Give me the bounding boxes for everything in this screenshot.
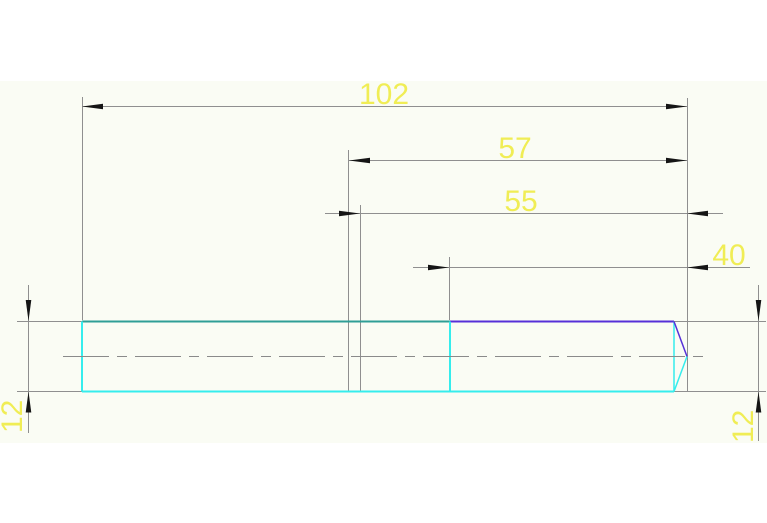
dimension-12-left: 12 [0,285,32,433]
dimension-text-102: 102 [359,78,409,111]
drawing-background-band [0,81,767,443]
arrowhead-40-left [428,264,449,271]
dimension-text-57: 57 [498,132,531,165]
part-outline [81,320,688,393]
dimension-text-12-left: 12 [0,400,29,433]
arrowhead-40-right [687,264,708,271]
arrowhead-57-left [349,157,370,164]
dimension-text-40: 40 [712,239,745,272]
arrowhead-102-left [82,103,103,110]
dimension-55: 55 [325,185,723,218]
arrowhead-12-right-top [755,300,762,321]
dimension-text-55: 55 [504,185,537,218]
arrowhead-57-right [666,157,687,164]
arrowhead-12-left-bottom [25,391,32,413]
dimension-102: 102 [82,78,687,111]
arrowhead-55-right [687,210,708,217]
arrowhead-55-left [339,210,360,217]
dimension-text-12-right: 12 [727,410,760,443]
arrowhead-12-left-top [25,300,32,321]
dimension-57: 57 [349,132,687,165]
part-cone-bottom-line [673,356,688,392]
extension-lines [17,97,766,392]
dimension-40: 40 [413,239,750,272]
part-cone-top-line [673,321,688,357]
arrowhead-102-right [666,103,687,110]
dimension-12-right: 12 [727,285,762,443]
arrowhead-12-right-bottom [755,391,762,413]
